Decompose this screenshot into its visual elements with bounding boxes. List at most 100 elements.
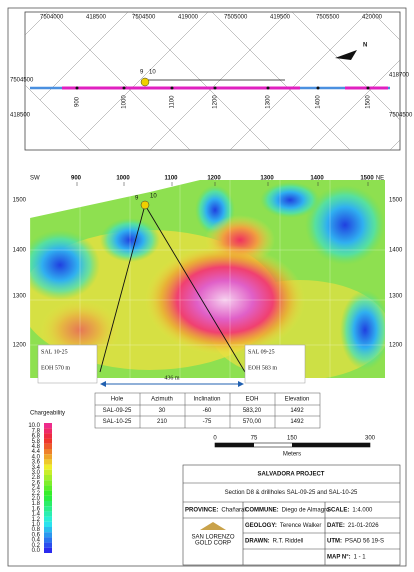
- legend-swatch: [44, 495, 52, 501]
- elevation-label: 1400: [389, 248, 403, 254]
- legend-label: 3.4: [32, 465, 41, 471]
- legend-label: 2.8: [32, 475, 41, 481]
- coord-label: 7504500: [389, 113, 413, 119]
- legend-label: 2.6: [32, 480, 41, 486]
- chargeability-section: [30, 180, 385, 378]
- legend-swatch: [44, 464, 52, 470]
- table-cell: SAL-09-25: [103, 408, 132, 414]
- station-label: 1100: [170, 95, 176, 109]
- legend-swatch: [44, 501, 52, 507]
- hole-label: 9: [140, 70, 144, 76]
- legend-label: 0.0: [32, 548, 41, 554]
- elevation-label: 1300: [389, 294, 403, 300]
- coord-label: 7504500: [132, 15, 156, 21]
- legend-swatch: [44, 443, 52, 449]
- hole-box-name: SAL 09-25: [248, 349, 275, 355]
- field-label: UTM:: [327, 539, 342, 545]
- coord-label: 7505000: [224, 15, 248, 21]
- legend-swatch: [44, 532, 52, 538]
- field-label: DATE:: [327, 523, 345, 529]
- legend-swatch: [44, 469, 52, 475]
- legend-label: 2.0: [32, 496, 41, 502]
- station-label: 1200: [213, 95, 219, 109]
- section-end: SW: [30, 176, 40, 182]
- table-header: Azimuth: [151, 397, 173, 403]
- station-label: 1100: [164, 176, 178, 182]
- field-label: DRAWN:: [245, 539, 270, 545]
- legend-swatch: [44, 537, 52, 543]
- field-label: GEOLOGY:: [245, 523, 277, 529]
- table-header: Inclination: [193, 397, 220, 403]
- scale-bar-segment: [215, 443, 254, 447]
- north-arrow: [335, 50, 357, 60]
- field-label: PROVINCE:: [185, 508, 218, 514]
- field-value: R.T. Riddell: [273, 539, 304, 545]
- legend-label: 2.2: [32, 491, 41, 497]
- legend-swatch: [44, 475, 52, 481]
- station-label: 1400: [316, 95, 322, 109]
- legend-label: 7.8: [32, 428, 41, 434]
- legend-label: 4.8: [32, 444, 41, 450]
- section-title: Section D8 & drillholes SAL-09-25 and SA…: [225, 490, 358, 496]
- station-marker: [213, 86, 217, 90]
- plan-frame: [24, 11, 401, 151]
- scale-label: 75: [251, 436, 258, 442]
- elevation-label: 1200: [13, 343, 27, 349]
- station-label: 1400: [310, 176, 324, 182]
- station-label: 1300: [260, 176, 274, 182]
- legend-label: 1.0: [32, 522, 41, 528]
- scale-unit: Meters: [283, 452, 301, 458]
- legend-label: 3.6: [32, 460, 41, 466]
- legend-label: 4.0: [32, 454, 41, 460]
- legend-label: 1.4: [32, 512, 41, 518]
- station-marker: [366, 86, 370, 90]
- collar: [140, 200, 150, 210]
- coord-label: 419000: [178, 15, 199, 21]
- project-title: SALVADORA PROJECT: [258, 472, 325, 478]
- logo-mark: [200, 522, 226, 530]
- station-marker: [266, 86, 270, 90]
- logo-subtext: GOLD CORP: [195, 541, 231, 547]
- coord-label: 419500: [270, 15, 291, 21]
- legend-swatch: [44, 542, 52, 548]
- plan-grid: [25, 12, 400, 150]
- hole-box: [37, 344, 98, 384]
- legend-label: 3.0: [32, 470, 41, 476]
- station-label: 1500: [366, 95, 372, 109]
- table-cell: 1492: [290, 408, 304, 414]
- field-label: COMMUNE:: [245, 508, 279, 514]
- legend-label: 1.6: [32, 506, 41, 512]
- scale-label: 300: [365, 436, 376, 442]
- distance-label: 436 m: [164, 375, 180, 381]
- coord-label: 418700: [389, 73, 410, 79]
- station-label: 900: [71, 176, 82, 182]
- hole-label: 9: [135, 196, 139, 202]
- legend-label: 0.6: [32, 532, 41, 538]
- field-value: Diego de Almagro: [282, 508, 330, 514]
- legend-label: 10.0: [28, 423, 40, 429]
- legend-swatch: [44, 547, 52, 553]
- legend-swatch: [44, 506, 52, 512]
- hole-label: 10: [150, 194, 157, 200]
- section-end: NE: [376, 176, 384, 182]
- coord-label: 420000: [362, 15, 383, 21]
- coord-label: 7504000: [40, 15, 64, 21]
- station-marker: [170, 86, 174, 90]
- field-value: 1 - 1: [354, 555, 367, 561]
- coord-label: 7505500: [316, 15, 340, 21]
- legend-label: 1.8: [32, 501, 41, 507]
- coord-label: 7504500: [10, 78, 34, 84]
- legend-swatch: [44, 433, 52, 439]
- legend-label: 2.4: [32, 486, 41, 492]
- legend-swatch: [44, 490, 52, 496]
- legend-swatch: [44, 511, 52, 517]
- station-label: 1000: [116, 176, 130, 182]
- table-cell: 210: [157, 419, 168, 425]
- elevation-label: 1300: [13, 294, 27, 300]
- field-value: 21-01-2026: [348, 523, 379, 529]
- field-value: PSAD 56 19-S: [345, 539, 384, 545]
- station-label: 1500: [360, 176, 374, 182]
- table-header: Elevation: [285, 397, 310, 403]
- title-block-grid: [182, 464, 401, 566]
